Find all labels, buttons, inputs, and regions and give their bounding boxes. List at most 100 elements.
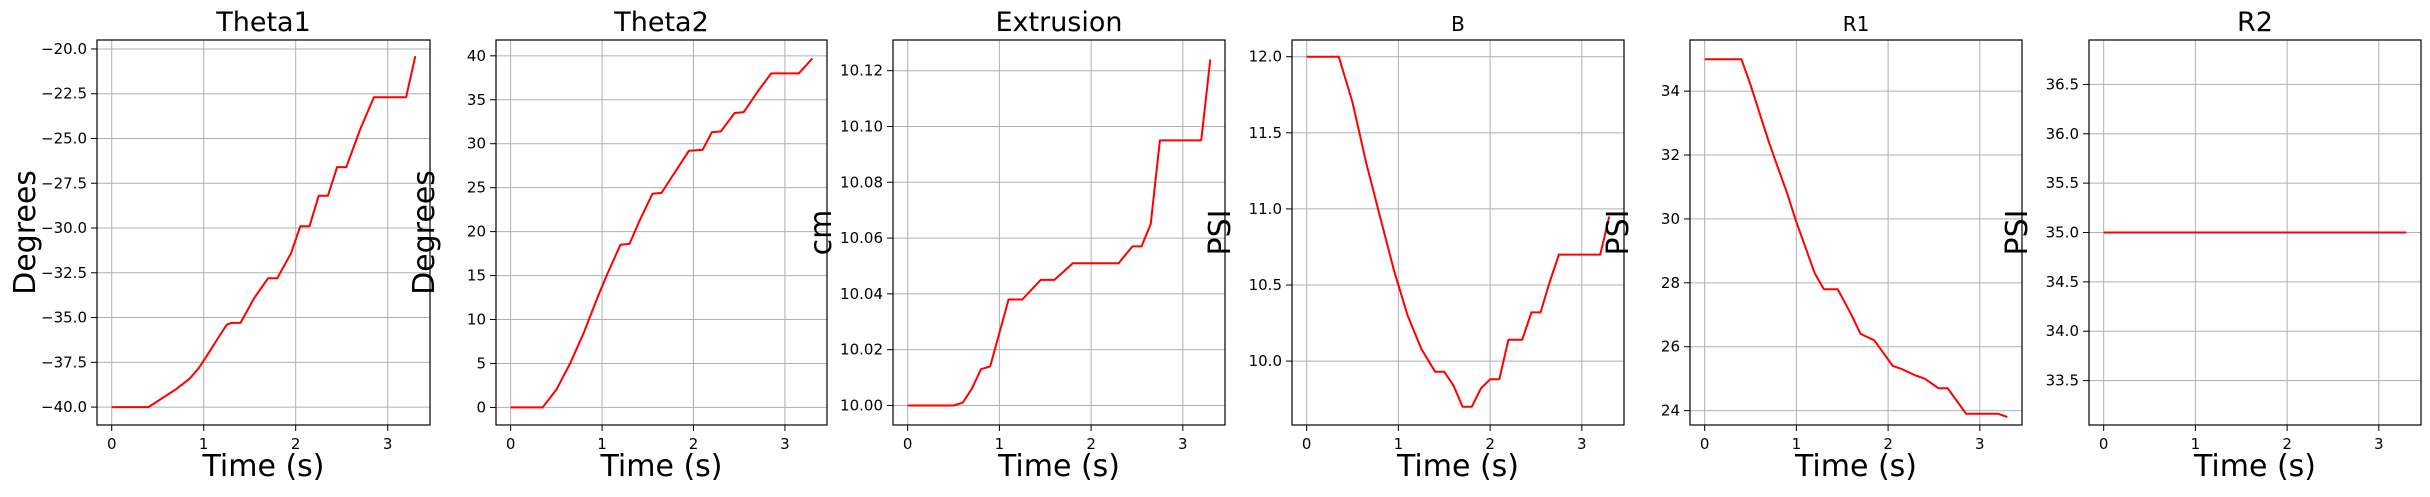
y-axis-label: Degrees: [407, 170, 442, 295]
y-axis-label: PSI: [1203, 210, 1238, 256]
plot-area-frame: [96, 39, 431, 426]
x-tick-label: 2: [2282, 435, 2292, 453]
subplot-title: Theta2: [613, 7, 709, 38]
y-tick-label: −35.0: [41, 309, 87, 327]
subplot-4: 0 1 2 3 10.0 10.5 11.0 11.5 12.0 B Time (s) PSI: [1203, 12, 1625, 484]
x-tick-label: 0: [107, 435, 117, 453]
subplot-title: R1: [1843, 12, 1870, 36]
y-tick-label: 34.5: [2046, 273, 2079, 291]
x-tick-label: 2: [291, 435, 301, 453]
x-tick-label: 3: [2374, 435, 2384, 453]
y-tick-label: 30: [1661, 210, 1680, 228]
y-tick-label: 40: [467, 47, 486, 65]
x-tick-label: 1: [2191, 435, 2201, 453]
y-tick-label: 30: [467, 135, 486, 153]
y-tick-label: 32: [1661, 146, 1680, 164]
x-tick-label: 3: [1178, 435, 1188, 453]
y-tick-label: 10.12: [840, 62, 883, 80]
y-tick-label: 11.0: [1249, 200, 1282, 218]
x-tick-label: 0: [1700, 435, 1710, 453]
x-axis-label: Time (s): [997, 449, 1120, 484]
subplot-3: 0 1 2 3 10.00 10.02 10.04 10.06 10.08 10.10 10.12 E…: [804, 7, 1226, 484]
y-tick-label: 10.10: [840, 117, 883, 135]
y-tick-label: 10.08: [840, 173, 883, 191]
x-tick-label: 3: [1975, 435, 1985, 453]
y-tick-label: −22.5: [41, 85, 87, 103]
subplot-title: Theta1: [215, 7, 311, 38]
y-tick-label: 35.5: [2046, 174, 2079, 192]
plot-area-frame: [892, 39, 1226, 426]
x-tick-label: 0: [1302, 435, 1312, 453]
y-tick-label: 20: [467, 223, 486, 241]
x-axis-label: Time (s): [600, 449, 723, 484]
y-tick-label: 10.04: [840, 285, 883, 303]
plot-area-frame: [1291, 39, 1625, 426]
y-tick-label: 10: [467, 311, 486, 329]
y-tick-label: 5: [476, 354, 486, 372]
plot-area-frame: [495, 39, 828, 426]
x-tick-label: 1: [995, 435, 1005, 453]
y-tick-label: 25: [467, 179, 486, 197]
x-tick-label: 0: [506, 435, 516, 453]
y-tick-label: 33.5: [2046, 372, 2079, 390]
series-line: [510, 57, 814, 409]
y-axis-label: Degrees: [8, 170, 43, 295]
y-axis-label: PSI: [1601, 210, 1636, 256]
y-tick-label: −27.5: [41, 174, 87, 192]
subplot-6: 0 1 2 3 33.5 34.0 34.5 35.0 35.5 36.0 36.5 R2 Time (…: [2000, 7, 2422, 484]
y-tick-label: 10.02: [840, 341, 883, 359]
plot-area-frame: [1689, 39, 2023, 426]
series-line: [1306, 55, 1611, 408]
y-tick-label: 35.0: [2046, 224, 2079, 242]
y-tick-label: 10.5: [1249, 276, 1282, 294]
series-line: [907, 59, 1212, 407]
y-tick-label: 10.0: [1249, 352, 1282, 370]
x-axis-label: Time (s): [1396, 449, 1519, 484]
x-tick-label: 0: [2099, 435, 2109, 453]
subplot-title: Extrusion: [995, 7, 1122, 38]
x-tick-label: 2: [689, 435, 699, 453]
x-tick-label: 2: [1883, 435, 1893, 453]
y-tick-label: 12.0: [1249, 48, 1282, 66]
y-axis-label: PSI: [2000, 210, 2035, 256]
x-tick-label: 2: [1086, 435, 1096, 453]
x-tick-label: 1: [1792, 435, 1802, 453]
y-tick-label: 34: [1661, 82, 1680, 100]
y-tick-label: 36.5: [2046, 75, 2079, 93]
x-axis-label: Time (s): [1794, 449, 1917, 484]
y-tick-label: 34.0: [2046, 322, 2079, 340]
series-line: [111, 55, 417, 409]
x-tick-label: 2: [1485, 435, 1495, 453]
x-tick-label: 1: [597, 435, 607, 453]
series-line: [1704, 58, 2008, 418]
y-tick-label: 15: [467, 267, 486, 285]
y-tick-label: −25.0: [41, 129, 87, 147]
y-tick-label: −37.5: [41, 353, 87, 371]
x-tick-label: 0: [903, 435, 913, 453]
y-tick-label: 35: [467, 91, 486, 109]
y-tick-label: −32.5: [41, 264, 87, 282]
y-tick-label: 28: [1661, 274, 1680, 292]
y-tick-label: −20.0: [41, 40, 87, 58]
x-tick-label: 1: [1394, 435, 1404, 453]
y-tick-label: −30.0: [41, 219, 87, 237]
subplot-5: 0 1 2 3 24 26 28 30 32 34 R1 Time (s) PSI: [1601, 12, 2023, 484]
x-tick-label: 3: [780, 435, 790, 453]
y-tick-label: 24: [1661, 402, 1680, 420]
y-tick-label: 10.06: [840, 229, 883, 247]
y-tick-label: 36.0: [2046, 125, 2079, 143]
subplot-title: B: [1451, 12, 1465, 36]
y-tick-label: 0: [476, 398, 486, 416]
y-tick-label: 10.00: [840, 396, 883, 414]
subplot-title: R2: [2237, 7, 2273, 38]
y-axis-label: cm: [804, 210, 839, 256]
x-tick-label: 3: [1577, 435, 1587, 453]
y-tick-label: 26: [1661, 338, 1680, 356]
x-tick-label: 3: [383, 435, 393, 453]
x-axis-label: Time (s): [2193, 449, 2316, 484]
y-tick-label: −40.0: [41, 398, 87, 416]
x-axis-label: Time (s): [202, 449, 325, 484]
